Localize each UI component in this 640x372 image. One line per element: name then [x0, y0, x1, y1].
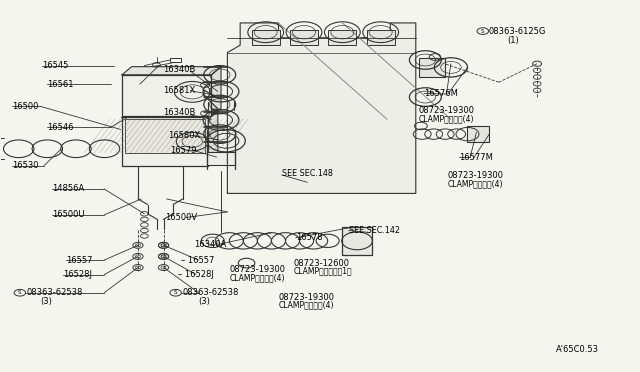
- Bar: [170, 58, 181, 62]
- Text: 16500U: 16500U: [52, 211, 84, 219]
- Text: 16340A: 16340A: [194, 240, 227, 249]
- Text: (3): (3): [198, 297, 211, 306]
- Polygon shape: [122, 67, 221, 75]
- Text: 08723-12600: 08723-12600: [293, 259, 349, 267]
- Polygon shape: [211, 67, 221, 116]
- Text: – 16557: – 16557: [180, 256, 214, 264]
- Bar: [207, 151, 235, 165]
- Text: 16561: 16561: [47, 80, 73, 89]
- Text: 14856A: 14856A: [52, 185, 84, 193]
- Text: 16340B: 16340B: [164, 109, 196, 118]
- Text: S: S: [174, 290, 177, 295]
- Text: 16500V: 16500V: [166, 213, 198, 222]
- Bar: [122, 75, 211, 116]
- Text: S: S: [18, 290, 22, 295]
- Text: CLAMPクランプ(4): CLAMPクランプ(4): [448, 180, 503, 189]
- Text: CLAMPクランプ(4): CLAMPクランプ(4): [229, 273, 285, 282]
- Bar: [328, 31, 356, 45]
- Text: 16577M: 16577M: [460, 153, 493, 162]
- Text: – 16528J: – 16528J: [178, 270, 214, 279]
- Bar: [467, 126, 489, 142]
- Text: 16581X: 16581X: [164, 86, 196, 95]
- Text: SEE SEC.142: SEE SEC.142: [349, 225, 400, 235]
- Text: 08723-19300: 08723-19300: [278, 293, 335, 302]
- Text: 16340B: 16340B: [164, 65, 196, 74]
- Text: 16545: 16545: [42, 61, 68, 70]
- Polygon shape: [227, 23, 416, 193]
- Text: SEE SEC.148: SEE SEC.148: [282, 169, 333, 178]
- Bar: [290, 31, 318, 45]
- Text: CLAMPクランプ〈1〉: CLAMPクランプ〈1〉: [293, 267, 352, 276]
- Text: 16578: 16578: [296, 233, 323, 243]
- Text: 08363-6125G: 08363-6125G: [488, 26, 546, 36]
- Text: 08363-62538: 08363-62538: [26, 288, 83, 297]
- Bar: [367, 31, 395, 45]
- Text: CLAMPクランプ(4): CLAMPクランプ(4): [419, 115, 474, 124]
- Polygon shape: [122, 109, 218, 118]
- Bar: [252, 31, 280, 45]
- Text: 16580X: 16580X: [168, 131, 200, 140]
- Text: S: S: [481, 29, 484, 33]
- Bar: [122, 118, 208, 166]
- Text: 08723-19300: 08723-19300: [448, 171, 504, 180]
- Text: 16528J: 16528J: [63, 270, 92, 279]
- Text: 16576M: 16576M: [424, 89, 458, 98]
- Text: A'65C0.53: A'65C0.53: [556, 344, 599, 353]
- Text: 08723-19300: 08723-19300: [419, 106, 475, 115]
- Text: 16579: 16579: [171, 146, 197, 155]
- Text: (1): (1): [507, 36, 519, 45]
- Text: 16546: 16546: [47, 123, 73, 132]
- Polygon shape: [211, 154, 230, 159]
- Text: CLAMPクランプ(4): CLAMPクランプ(4): [278, 301, 334, 310]
- Text: 16500: 16500: [12, 102, 38, 111]
- Text: 08723-19300: 08723-19300: [229, 265, 285, 274]
- Text: (3): (3): [40, 297, 52, 306]
- Polygon shape: [208, 109, 218, 166]
- Bar: [342, 227, 372, 255]
- Text: 08363-62538: 08363-62538: [182, 288, 239, 297]
- Text: 16530: 16530: [12, 161, 38, 170]
- Text: 16557: 16557: [66, 256, 92, 264]
- Bar: [419, 58, 445, 77]
- Bar: [125, 119, 205, 153]
